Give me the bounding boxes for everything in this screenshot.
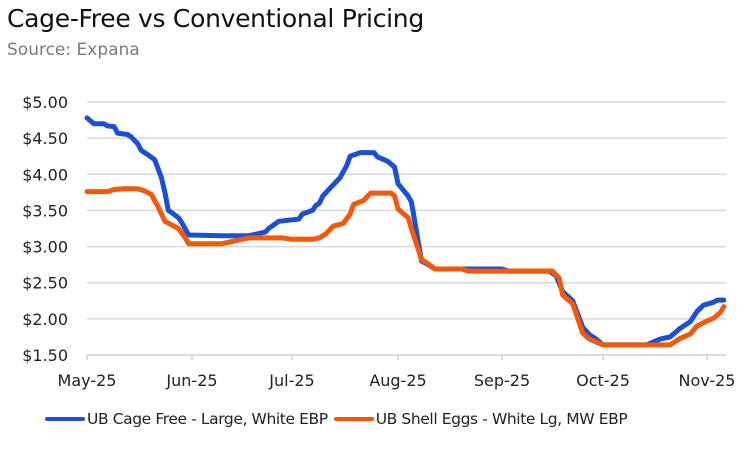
y-axis-ticks: $1.50 $2.00 $2.50 $3.00 $3.50 $4.00 $4.50 $5.00	[22, 93, 68, 365]
y-tick-label: $3.00	[22, 238, 68, 257]
y-tick-label: $3.50	[22, 201, 68, 220]
y-tick-label: $5.00	[22, 93, 68, 112]
chart-legend: UB Cage Free - Large, White EBP UB Shell…	[45, 410, 633, 428]
legend-item-cage-free: UB Cage Free - Large, White EBP	[45, 410, 328, 428]
legend-swatch-shell-eggs	[333, 417, 374, 421]
x-tick-label: Nov-25	[679, 371, 736, 390]
chart-title: Cage-Free vs Conventional Pricing	[7, 4, 424, 33]
x-tick-label: May-25	[58, 371, 117, 390]
x-tick-label: Jul-25	[268, 371, 314, 390]
x-tick-label: Oct-25	[576, 371, 630, 390]
legend-swatch-cage-free	[45, 417, 85, 421]
y-tick-label: $1.50	[22, 346, 68, 365]
x-tick-label: Sep-25	[474, 371, 530, 390]
series-lines	[84, 115, 727, 348]
chart-subtitle: Source: Expana	[7, 40, 140, 60]
legend-label-cage-free: UB Cage Free - Large, White EBP	[87, 410, 328, 428]
x-tick-label: Jun-25	[165, 371, 217, 390]
y-tick-label: $4.00	[22, 165, 68, 184]
legend-label-shell-eggs: UB Shell Eggs - White Lg, MW EBP	[375, 410, 628, 428]
x-axis: May-25 Jun-25 Jul-25 Aug-25 Sep-25 Oct-25 Nov-…	[58, 354, 736, 390]
x-tick-label: Aug-25	[369, 371, 426, 390]
legend-item-shell-eggs: UB Shell Eggs - White Lg, MW EBP	[333, 410, 628, 428]
series-line-shell-eggs	[84, 186, 727, 348]
y-tick-label: $2.00	[22, 310, 68, 329]
y-tick-label: $4.50	[22, 129, 68, 148]
gridlines	[87, 101, 726, 320]
y-tick-label: $2.50	[22, 274, 68, 293]
